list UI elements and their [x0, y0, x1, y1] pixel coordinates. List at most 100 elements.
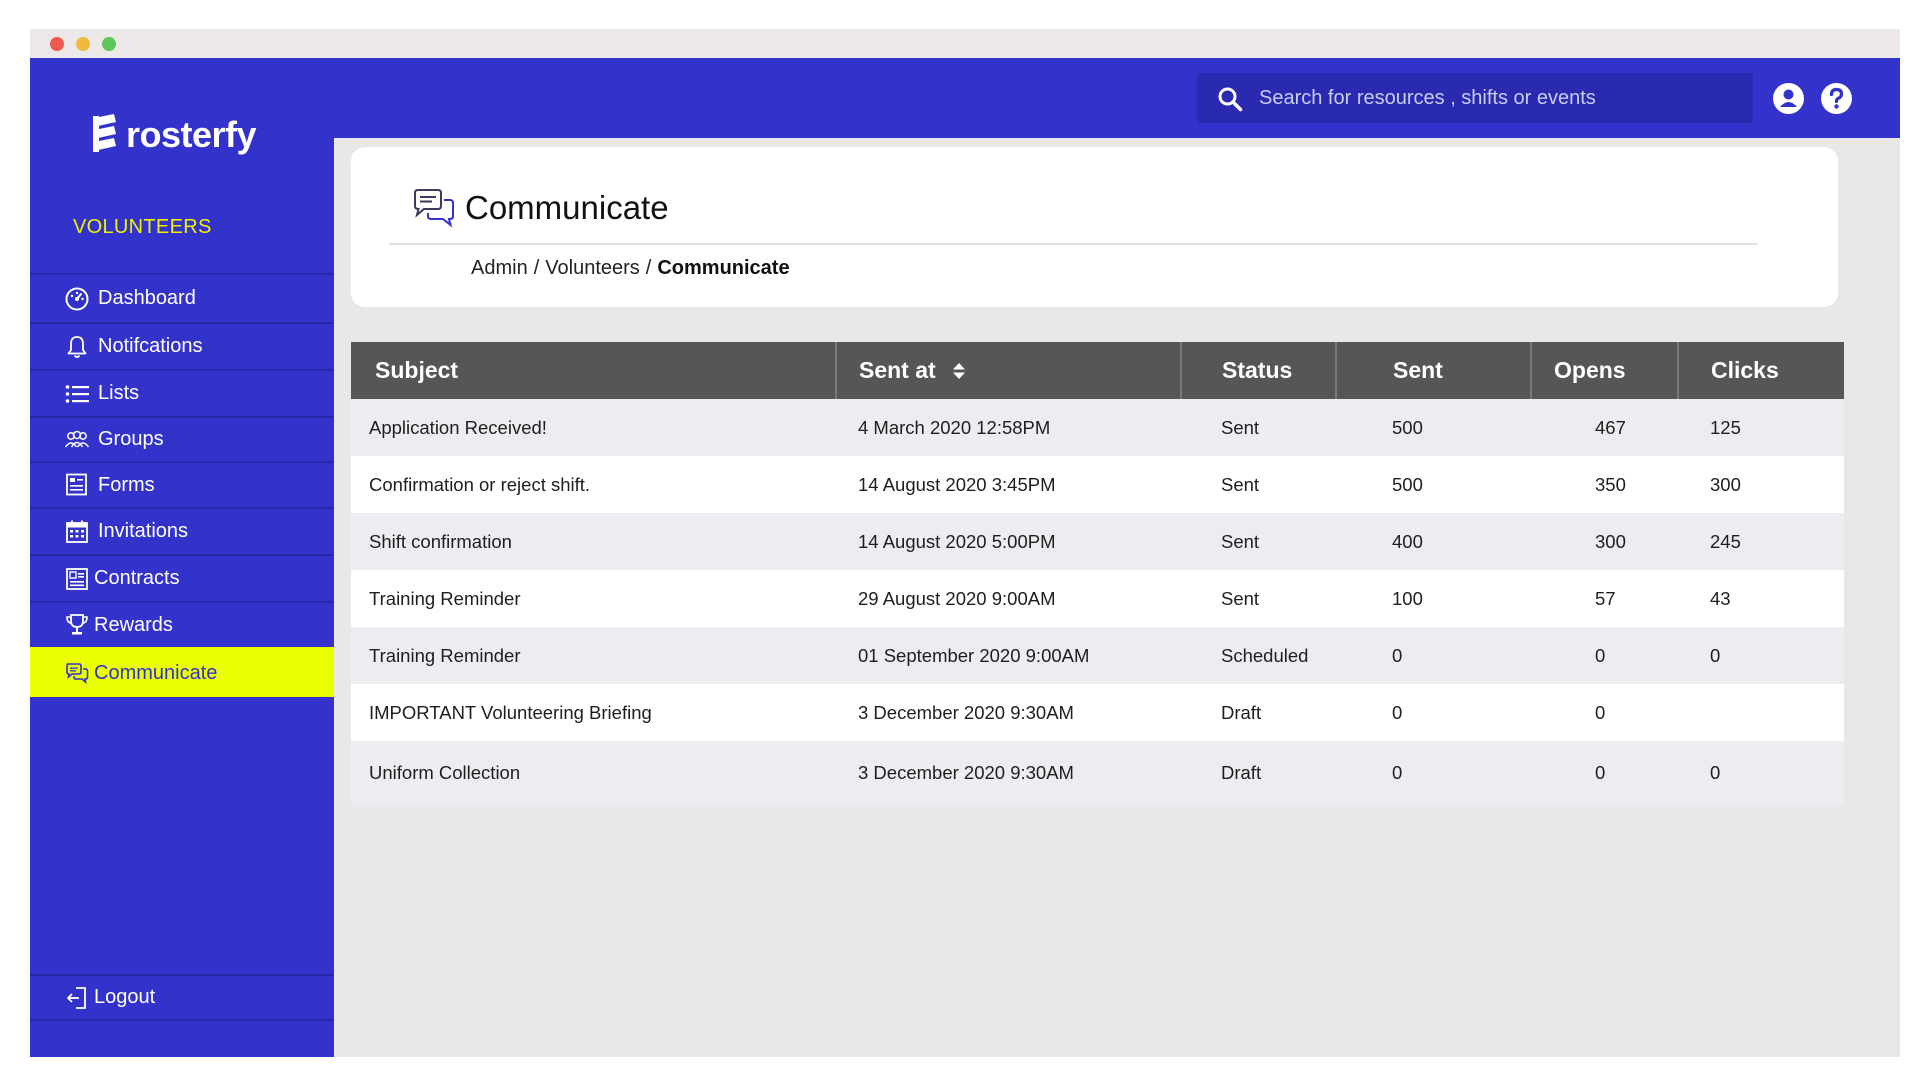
communications-table: Subject Sent at Status Sent Opens Clicks…: [351, 342, 1844, 805]
brand-logo[interactable]: rosterfy: [90, 112, 290, 164]
forms-icon: [66, 473, 87, 496]
sidebar-item-label: Forms: [98, 473, 155, 496]
column-header-status[interactable]: Status: [1181, 342, 1337, 399]
breadcrumb-admin[interactable]: Admin: [471, 257, 528, 279]
cell-clicks: 43: [1678, 570, 1844, 627]
search-icon[interactable]: [1217, 86, 1243, 112]
close-window-button[interactable]: [50, 37, 64, 51]
trophy-icon: [66, 614, 88, 635]
cell-opens: 0: [1531, 741, 1678, 805]
column-label: Opens: [1554, 357, 1626, 383]
maximize-window-button[interactable]: [102, 37, 116, 51]
breadcrumb-separator: /: [533, 257, 540, 279]
calendar-icon: [66, 520, 88, 543]
sidebar-item-communicate[interactable]: Communicate: [30, 647, 334, 697]
user-icon[interactable]: [1772, 82, 1805, 115]
brand-name: rosterfy: [126, 114, 257, 155]
breadcrumb-volunteers[interactable]: Volunteers: [545, 257, 640, 279]
cell-sent-at: 14 August 2020 5:00PM: [836, 513, 1181, 570]
sidebar-item-groups[interactable]: Groups: [30, 416, 334, 461]
minimize-window-button[interactable]: [76, 37, 90, 51]
sidebar-item-label: Lists: [98, 382, 140, 404]
cell-sent-at: 01 September 2020 9:00AM: [836, 627, 1181, 684]
logout-label: Logout: [94, 986, 156, 1008]
cell-sent-at: 4 March 2020 12:58PM: [836, 399, 1181, 456]
sidebar-item-label: Contracts: [94, 567, 180, 589]
contracts-icon: [66, 567, 88, 590]
sidebar-item-contracts[interactable]: Contracts: [30, 554, 334, 601]
page-title: Communicate: [465, 189, 669, 226]
cell-clicks: [1678, 684, 1844, 741]
sort-icon[interactable]: [952, 362, 966, 380]
page-header: Communicate Admin / Volunteers / Communi…: [351, 147, 1838, 307]
cell-clicks: 0: [1678, 741, 1844, 805]
column-header-clicks[interactable]: Clicks: [1678, 342, 1844, 399]
table-row[interactable]: Training Reminder 01 September 2020 9:00…: [351, 627, 1844, 684]
sidebar-item-label: Groups: [98, 428, 164, 450]
cell-sent-at: 14 August 2020 3:45PM: [836, 456, 1181, 513]
cell-subject: Confirmation or reject shift.: [351, 456, 836, 513]
section-title-volunteers: VOLUNTEERS: [73, 216, 212, 238]
cell-status: Sent: [1181, 570, 1336, 627]
bell-icon: [67, 335, 87, 358]
app-window: rosterfy VOLUNTEERS Dashboard Notifcatio…: [30, 29, 1900, 1057]
column-header-subject[interactable]: Subject: [351, 342, 837, 399]
logout-button[interactable]: Logout: [30, 974, 334, 1021]
cell-subject: IMPORTANT Volunteering Briefing: [351, 684, 836, 741]
cell-clicks: 245: [1678, 513, 1844, 570]
column-header-sent[interactable]: Sent: [1336, 342, 1532, 399]
cell-opens: 0: [1531, 627, 1678, 684]
table-row[interactable]: Shift confirmation 14 August 2020 5:00PM…: [351, 513, 1844, 570]
cell-status: Sent: [1181, 513, 1336, 570]
table-row[interactable]: Application Received! 4 March 2020 12:58…: [351, 399, 1844, 456]
sidebar-item-invitations[interactable]: Invitations: [30, 507, 334, 554]
table-row[interactable]: Training Reminder 29 August 2020 9:00AM …: [351, 570, 1844, 627]
cell-status: Draft: [1181, 684, 1336, 741]
cell-subject: Shift confirmation: [351, 513, 836, 570]
table-row[interactable]: IMPORTANT Volunteering Briefing 3 Decemb…: [351, 684, 1844, 741]
dashboard-icon: [65, 287, 89, 310]
sidebar-item-notifications[interactable]: Notifcations: [30, 322, 334, 369]
cell-subject: Application Received!: [351, 399, 836, 456]
cell-sent: 500: [1336, 399, 1531, 456]
column-label: Subject: [375, 357, 459, 383]
cell-subject: Training Reminder: [351, 570, 836, 627]
groups-icon: [64, 430, 90, 447]
cell-status: Draft: [1181, 741, 1336, 805]
breadcrumb: Admin / Volunteers / Communicate: [471, 257, 790, 280]
cell-sent: 100: [1336, 570, 1531, 627]
window-titlebar: [30, 29, 1900, 58]
help-icon[interactable]: [1820, 82, 1853, 115]
sidebar: rosterfy VOLUNTEERS Dashboard Notifcatio…: [30, 114, 334, 1057]
sidebar-item-forms[interactable]: Forms: [30, 461, 334, 507]
cell-sent-at: 29 August 2020 9:00AM: [836, 570, 1181, 627]
sidebar-item-label: Notifcations: [98, 335, 203, 357]
column-label: Sent: [1393, 357, 1443, 383]
cell-sent-at: 3 December 2020 9:30AM: [836, 741, 1181, 805]
cell-status: Sent: [1181, 399, 1336, 456]
cell-sent: 500: [1336, 456, 1531, 513]
cell-status: Scheduled: [1181, 627, 1336, 684]
cell-sent: 0: [1336, 627, 1531, 684]
logout-icon: [67, 986, 86, 1009]
cell-opens: 300: [1531, 513, 1678, 570]
rosterfy-logo-icon: [93, 114, 116, 152]
search-input[interactable]: [1259, 73, 1739, 123]
cell-opens: 0: [1531, 684, 1678, 741]
table-row[interactable]: Confirmation or reject shift. 14 August …: [351, 456, 1844, 513]
header-divider: [389, 243, 1757, 245]
column-header-sent-at[interactable]: Sent at: [836, 342, 1182, 399]
sidebar-item-rewards[interactable]: Rewards: [30, 601, 334, 647]
cell-sent: 400: [1336, 513, 1531, 570]
column-header-opens[interactable]: Opens: [1531, 342, 1679, 399]
sidebar-item-label: Dashboard: [98, 287, 196, 309]
cell-opens: 467: [1531, 399, 1678, 456]
cell-subject: Training Reminder: [351, 627, 836, 684]
cell-subject: Uniform Collection: [351, 741, 836, 805]
cell-clicks: 0: [1678, 627, 1844, 684]
sidebar-item-label: Communicate: [94, 661, 218, 684]
sidebar-item-lists[interactable]: Lists: [30, 369, 334, 416]
cell-opens: 350: [1531, 456, 1678, 513]
sidebar-item-dashboard[interactable]: Dashboard: [30, 273, 334, 322]
table-row[interactable]: Uniform Collection 3 December 2020 9:30A…: [351, 741, 1844, 805]
